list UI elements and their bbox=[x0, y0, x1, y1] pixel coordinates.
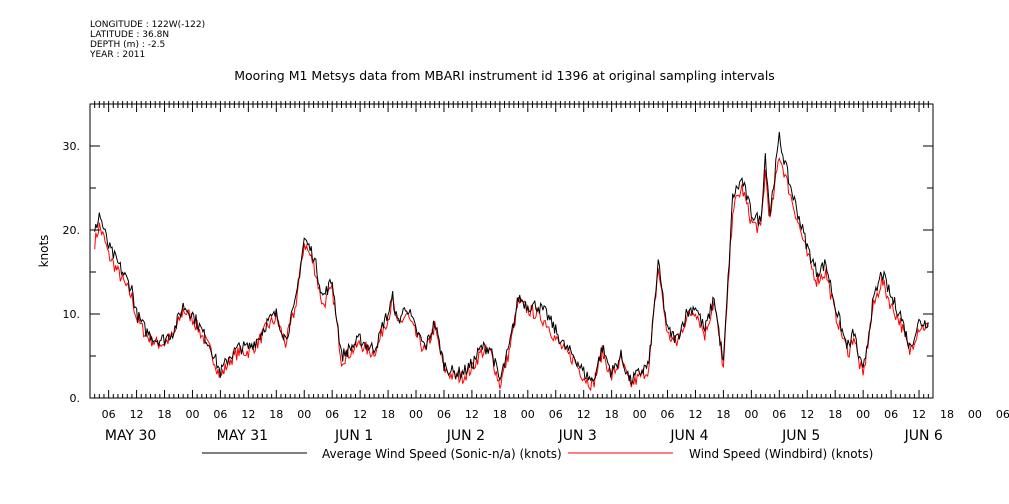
x-hour-tick-label: 00 bbox=[968, 408, 982, 421]
x-hour-tick-label: 00 bbox=[185, 408, 199, 421]
x-hour-tick-label: 12 bbox=[130, 408, 144, 421]
legend-label-average: Average Wind Speed (Sonic-n/a) (knots) bbox=[322, 447, 562, 461]
y-tick-label: 0. bbox=[70, 392, 81, 405]
x-hour-tick-label: 06 bbox=[772, 408, 786, 421]
longitude-text: LONGITUDE : 122W(-122) bbox=[90, 20, 206, 30]
x-hour-tick-label: 00 bbox=[297, 408, 311, 421]
x-hour-tick-label: 12 bbox=[688, 408, 702, 421]
plot-frame bbox=[89, 103, 934, 399]
x-hour-tick-label: 18 bbox=[158, 408, 172, 421]
legend: Average Wind Speed (Sonic-n/a) (knots) W… bbox=[202, 447, 873, 461]
x-hour-tick-label: 00 bbox=[521, 408, 535, 421]
x-day-label: JUN 1 bbox=[334, 428, 373, 444]
x-hour-tick-label: 06 bbox=[549, 408, 563, 421]
x-hour-tick-label: 06 bbox=[884, 408, 898, 421]
series-line-windbird-wind-speed bbox=[94, 157, 929, 392]
x-hour-tick-label: 12 bbox=[241, 408, 255, 421]
x-day-label: JUN 2 bbox=[446, 428, 485, 444]
x-day-label: JUN 5 bbox=[781, 428, 820, 444]
x-hour-tick-label: 18 bbox=[605, 408, 619, 421]
x-hour-tick-label: 06 bbox=[661, 408, 675, 421]
series-line-average-wind-speed bbox=[94, 131, 929, 386]
x-hour-tick-label: 18 bbox=[716, 408, 730, 421]
x-hour-tick-label: 00 bbox=[856, 408, 870, 421]
x-hour-tick-label: 12 bbox=[577, 408, 591, 421]
y-tick-label: 10. bbox=[63, 308, 81, 321]
x-hour-tick-label: 00 bbox=[633, 408, 647, 421]
x-hour-tick-label: 06 bbox=[437, 408, 451, 421]
x-day-label: MAY 31 bbox=[217, 428, 268, 444]
x-day-label: JUN 6 bbox=[904, 428, 943, 444]
year-text: YEAR : 2011 bbox=[90, 50, 146, 60]
chart-title: Mooring M1 Metsys data from MBARI instru… bbox=[234, 68, 775, 83]
y-tick-label: 30. bbox=[63, 140, 81, 153]
x-hour-tick-label: 12 bbox=[912, 408, 926, 421]
x-day-label: JUN 3 bbox=[558, 428, 597, 444]
series-layer bbox=[94, 131, 929, 392]
x-hour-tick-label: 18 bbox=[381, 408, 395, 421]
latitude-text: LATITUDE : 36.8N bbox=[90, 30, 170, 40]
x-hour-tick-label: 12 bbox=[353, 408, 367, 421]
y-axis-label: knots bbox=[37, 235, 51, 268]
x-hour-tick-label: 12 bbox=[800, 408, 814, 421]
x-day-label: JUN 4 bbox=[669, 428, 708, 444]
y-tick-label: 20. bbox=[63, 224, 81, 237]
x-hour-tick-label: 18 bbox=[940, 408, 954, 421]
ticks-layer: 0. 10. 20. 30. 06 12 18 00 06 12 18 00 06 12 18 00 06 12 1… bbox=[63, 101, 1009, 444]
x-day-label: MAY 30 bbox=[105, 428, 156, 444]
x-hour-tick-label: 12 bbox=[465, 408, 479, 421]
x-hour-tick-label: 06 bbox=[325, 408, 339, 421]
x-hour-tick-label: 18 bbox=[828, 408, 842, 421]
x-hour-tick-label: 18 bbox=[269, 408, 283, 421]
x-hour-tick-label: 00 bbox=[409, 408, 423, 421]
x-hour-tick-label: 00 bbox=[744, 408, 758, 421]
depth-text: DEPTH (m) : -2.5 bbox=[90, 40, 166, 50]
location-metadata: LONGITUDE : 122W(-122) LATITUDE : 36.8N … bbox=[90, 20, 205, 60]
x-hour-tick-label: 06 bbox=[213, 408, 227, 421]
x-hour-tick-label: 06 bbox=[102, 408, 116, 421]
legend-label-windbird: Wind Speed (Windbird) (knots) bbox=[689, 447, 873, 461]
x-hour-tick-label: 06 bbox=[996, 408, 1009, 421]
x-hour-tick-label: 18 bbox=[493, 408, 507, 421]
